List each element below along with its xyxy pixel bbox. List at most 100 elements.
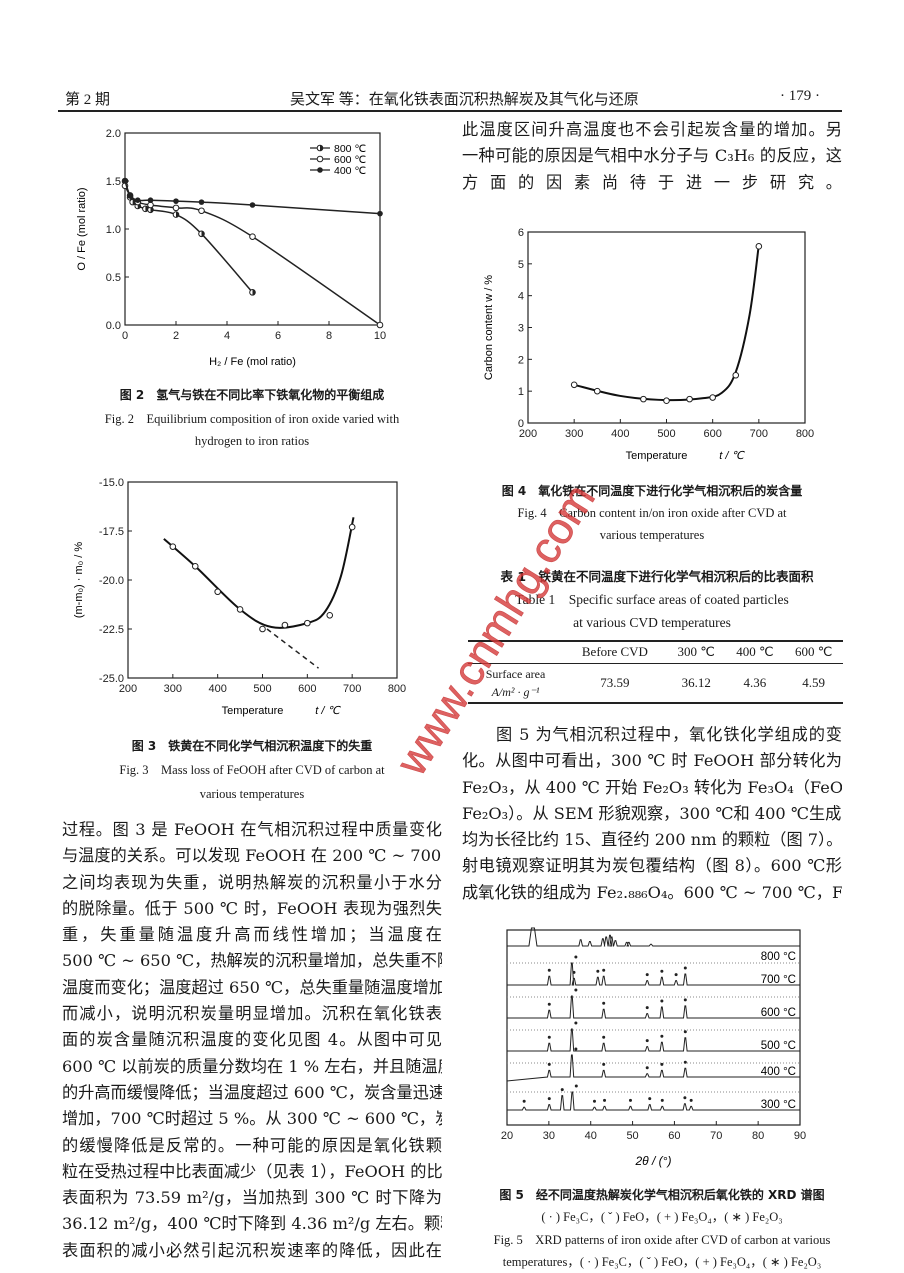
phase-marker: [522, 1099, 526, 1103]
trace-label: 400 °C: [761, 1066, 796, 1078]
filled-circle-marker: [377, 210, 383, 217]
x-tick-label: 8: [326, 330, 332, 342]
phase-marker: [628, 1098, 632, 1102]
fit-curve: [573, 244, 760, 402]
text-line: 36.12 m²/g，400 ℃时下降到 4.36 m²/g 左右。颗粒: [62, 1214, 442, 1234]
x-tick-label: 0: [122, 330, 128, 342]
figure-3-caption-en-2: various temperatures: [199, 787, 305, 801]
x-tick-label: 300: [164, 683, 182, 695]
text-line: 的升高而缓慢降低；当温度超过 600 ℃，炭含量迅速: [62, 1082, 442, 1102]
legend-label: 600 ℃: [334, 154, 366, 166]
x-tick-label: 700: [750, 428, 768, 440]
phase-marker: [683, 1030, 687, 1034]
x-axis-unit: t / ℃: [719, 450, 745, 462]
open-circle-marker: [570, 381, 578, 389]
text-line: 成氧化铁的组成为 Fe₂.₈₈₆O₄。600 ℃ ~ 700 ℃，Fe₃O₄: [462, 882, 842, 902]
phase-marker: [547, 1062, 551, 1066]
xrd-trace: [507, 1091, 800, 1111]
plot-frame: [127, 481, 398, 679]
y-tick-label: 6: [518, 227, 524, 239]
phase-marker: [560, 1088, 564, 1092]
table-cell: 4.36: [743, 674, 767, 690]
filled-circle-marker: [147, 197, 154, 203]
legend-label: 800 ℃: [334, 143, 366, 155]
trace-label: 500 °C: [761, 1040, 796, 1052]
phase-marker: [689, 1098, 693, 1102]
x-tick-label: 800: [796, 428, 814, 440]
phase-marker: [547, 1097, 551, 1101]
phase-marker: [645, 1006, 649, 1010]
x-tick-label: 40: [585, 1130, 597, 1142]
phase-marker: [602, 1062, 606, 1066]
phase-marker: [547, 1002, 551, 1006]
table-header-cell: 600 ℃: [794, 644, 833, 660]
x-tick-label: 600: [298, 683, 316, 695]
text-line: Fe₂O₃）。从 SEM 形貌观察，300 ℃和 400 ℃生成物: [462, 803, 842, 823]
x-tick-label: 60: [668, 1130, 680, 1142]
x-tick-label: 400: [208, 683, 226, 695]
phase-marker: [602, 1035, 606, 1039]
phase-marker: [660, 1098, 664, 1102]
x-tick-label: 200: [119, 683, 137, 695]
x-tick-label: 500: [253, 683, 271, 695]
xrd-trace: [506, 1054, 800, 1082]
text-line: 增加，700 ℃时超过 5 %。从 300 ℃ ~ 600 ℃，炭含量: [62, 1109, 442, 1129]
phase-marker: [596, 969, 600, 973]
row-label-unit: A/m² · g⁻¹: [491, 684, 540, 699]
y-tick-label: 1.0: [106, 224, 121, 236]
phase-marker: [645, 1066, 649, 1070]
x-axis-label: Temperature: [626, 450, 688, 462]
open-circle-marker: [281, 621, 289, 629]
right-column-paragraph: 图 5 为气相沉积过程中，氧化铁化学组成的变 化。从图中可看出，300 ℃ 时 F…: [462, 722, 842, 906]
x-tick-label: 70: [710, 1130, 722, 1142]
y-axis-label: Carbon content w / %: [483, 275, 495, 380]
open-circle-marker: [191, 562, 199, 570]
y-tick-label: 3: [518, 323, 524, 335]
phase-marker: [602, 1001, 606, 1005]
x-tick-label: 90: [794, 1130, 806, 1142]
half-filled-marker-fill: [252, 289, 256, 296]
open-circle-marker: [732, 371, 740, 379]
open-circle-marker: [316, 155, 324, 163]
half-filled-marker-fill: [201, 231, 205, 237]
figure-3-chart: 200 300 400 500 600 700 800 -25.0 -22.5 -20.0 -17.…: [73, 477, 406, 717]
text-line: 过程。图 3 是 FeOOH 在气相沉积过程中质量变化: [62, 820, 442, 839]
phase-marker: [603, 1098, 607, 1102]
y-axis-label: O / Fe (mol ratio): [76, 187, 88, 270]
figure-2-caption-en-1: Fig. 2 Equilibrium composition of iron o…: [104, 412, 400, 426]
x-tick-label: 600: [703, 428, 721, 440]
phase-marker: [660, 1062, 664, 1066]
phase-marker: [602, 968, 606, 972]
text-line: 重，失重量随温度升高而线性增加；当温度在: [62, 925, 442, 945]
open-circle-marker: [709, 394, 716, 401]
figure-2-caption-cn: 图 2 氢气与铁在不同比率下铁氧化物的平衡组成: [119, 388, 385, 402]
figure-4-caption-cn: 图 4 氧化铁在不同温度下进行化学气相沉积后的炭含量: [501, 484, 803, 498]
half-filled-marker-fill: [320, 145, 323, 151]
table-cell: 4.59: [802, 674, 825, 690]
text-line: 表面积的减小必然引起沉积炭速率的降低，因此在: [62, 1240, 442, 1260]
phase-marker: [683, 1096, 687, 1100]
issue-number: 第 2 期: [65, 92, 111, 108]
text-line: 与温度的关系。可以发现 FeOOH 在 200 ℃ ~ 700 ℃: [62, 846, 442, 866]
x-tick-label: 500: [657, 428, 675, 440]
text-line: 温度而变化；温度超过 650 ℃，总失重量随温度增加: [62, 977, 442, 997]
phase-marker: [660, 1034, 664, 1038]
table-header-cell: 400 ℃: [736, 644, 774, 660]
xrd-trace: [507, 1028, 800, 1052]
phase-marker: [660, 999, 664, 1003]
phase-marker: [645, 1039, 649, 1043]
table-cell: 73.59: [600, 674, 630, 690]
table-cell: 36.12: [681, 674, 711, 690]
phase-marker: [683, 966, 687, 970]
open-circle-marker: [147, 201, 154, 209]
y-tick-label: 0: [518, 418, 524, 430]
legend-label: 400 ℃: [334, 165, 366, 177]
open-circle-marker: [259, 625, 266, 633]
y-tick-label: 0.0: [106, 320, 121, 332]
x-tick-label: 800: [388, 683, 406, 695]
figure-5-xrd-chart: 20 30 40 50 60 70 80 90 2θ / (°) 800 °C 700 °C 600 …: [501, 927, 806, 1168]
x-tick-label: 80: [752, 1130, 764, 1142]
open-circle-marker: [198, 207, 205, 215]
trace-label: 800 °C: [761, 951, 796, 963]
figure-3-caption-cn: 图 3 铁黄在不同化学气相沉积温度下的失重: [131, 739, 373, 753]
